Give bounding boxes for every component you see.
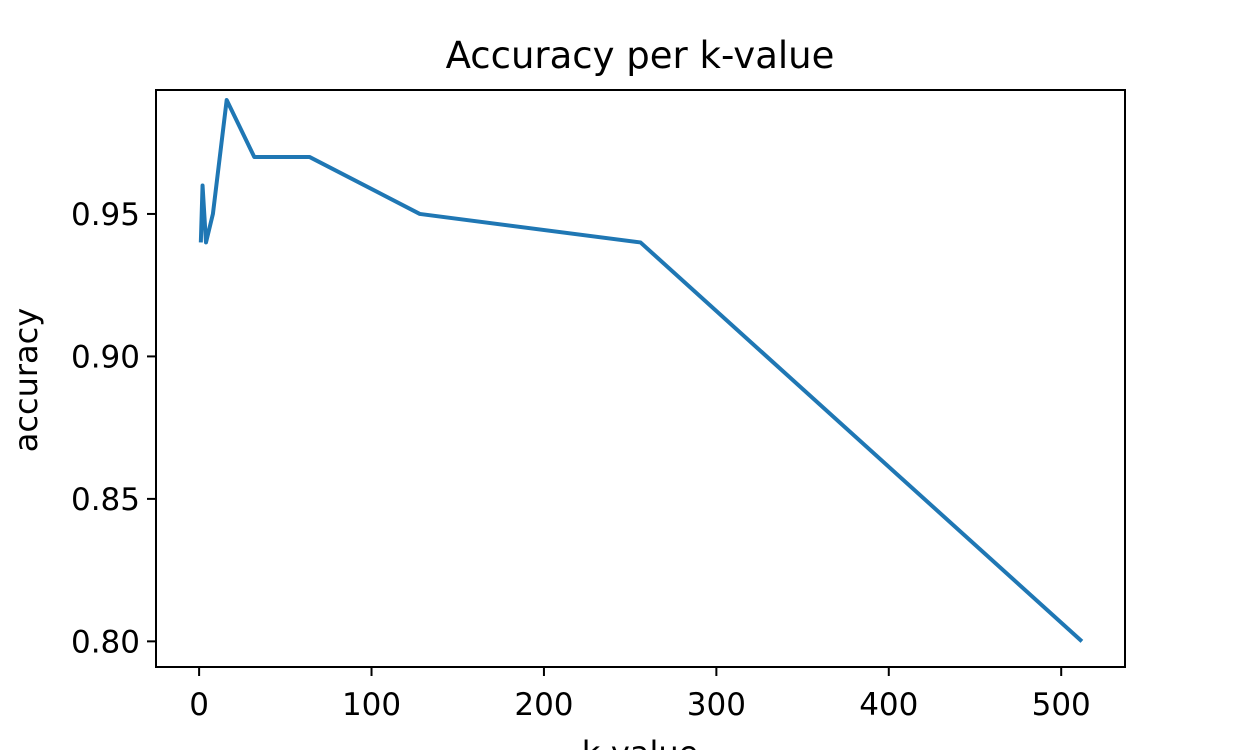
y-tick-label: 0.80 <box>71 624 140 660</box>
x-tick-label: 0 <box>189 687 209 723</box>
y-tick-label: 0.85 <box>71 482 140 518</box>
x-tick-label: 300 <box>687 687 746 723</box>
y-axis-label: accuracy <box>7 308 45 452</box>
x-tick-label: 400 <box>859 687 918 723</box>
chart-title: Accuracy per k-value <box>446 34 835 77</box>
x-tick-label: 100 <box>342 687 401 723</box>
x-tick-label: 500 <box>1032 687 1091 723</box>
accuracy-line <box>198 97 1084 643</box>
y-tick-label: 0.95 <box>71 197 140 233</box>
plot-frame <box>155 89 1126 668</box>
x-axis-label: k-value <box>582 734 699 750</box>
y-tick-label: 0.90 <box>71 339 140 375</box>
x-tick-label: 200 <box>514 687 573 723</box>
